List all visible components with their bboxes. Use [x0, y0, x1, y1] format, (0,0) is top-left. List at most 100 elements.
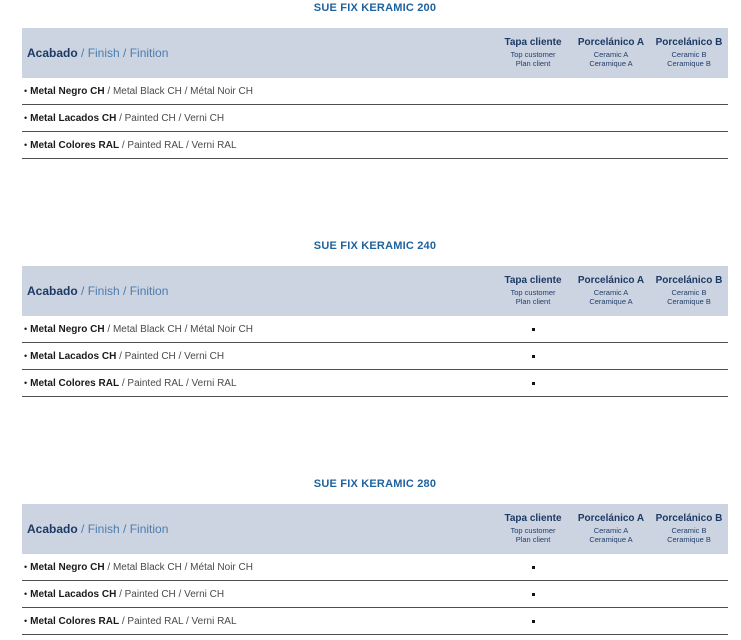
table-header-row: Acabado / Finish / Finition Tapa cliente… — [22, 28, 728, 78]
table-row: • Metal Lacados CH / Painted CH / Verni C… — [22, 581, 728, 608]
bullet-icon: • — [24, 85, 28, 96]
table-row: • Metal Colores RAL / Painted RAL / Verni… — [22, 370, 728, 397]
row-label-translations: / Painted RAL / Verni RAL — [119, 139, 237, 151]
availability-cell — [650, 382, 728, 385]
column-main-label: Porcelánico B — [655, 275, 723, 287]
availability-cell — [572, 382, 650, 385]
column-main-label: Tapa cliente — [504, 275, 562, 287]
row-label-bold: Metal Colores RAL — [30, 615, 120, 627]
product-table-keramic-280: SUE FIX KERAMIC 280 Acabado / Finish / F… — [22, 478, 728, 635]
availability-cell — [650, 328, 728, 331]
bullet-icon: • — [24, 561, 28, 572]
availability-cell — [572, 90, 650, 93]
column-main-label: Porcelánico B — [655, 513, 723, 525]
availability-cell — [494, 117, 572, 120]
finish-label-primary: Acabado — [27, 284, 78, 298]
table-title: SUE FIX KERAMIC 200 — [313, 2, 437, 14]
table-title: SUE FIX KERAMIC 240 — [313, 240, 437, 252]
availability-cell — [494, 144, 572, 147]
column-header-tapa-cliente: Tapa cliente Top customer Plan client — [494, 37, 572, 68]
finish-label-primary: Acabado — [27, 522, 78, 536]
row-label-bold: Metal Colores RAL — [30, 139, 120, 151]
table-row: • Metal Lacados CH / Painted CH / Verni C… — [22, 105, 728, 132]
column-sub-label: Top customer — [510, 525, 556, 535]
bullet-icon: • — [24, 112, 28, 123]
availability-cell — [494, 381, 572, 385]
availability-cell — [650, 355, 728, 358]
availability-cell — [572, 620, 650, 623]
row-label: • Metal Lacados CH / Painted CH / Verni C… — [22, 589, 494, 600]
column-sub-label: Ceramique A — [589, 297, 633, 307]
row-label-translations: / Metal Black CH / Métal Noir CH — [104, 561, 253, 573]
row-label: • Metal Colores RAL / Painted RAL / Verni… — [22, 616, 494, 627]
availability-cell — [650, 144, 728, 147]
availability-cell — [650, 593, 728, 596]
column-sub-label: Top customer — [510, 49, 556, 59]
column-main-label: Tapa cliente — [504, 513, 562, 525]
row-label-bold: Metal Negro CH — [30, 323, 105, 335]
row-label-translations: / Painted RAL / Verni RAL — [119, 377, 237, 389]
table-header-row: Acabado / Finish / Finition Tapa cliente… — [22, 504, 728, 554]
column-sub-label: Ceramic B — [671, 287, 707, 297]
availability-cell — [650, 117, 728, 120]
table-header-row: Acabado / Finish / Finition Tapa cliente… — [22, 266, 728, 316]
column-header-porcelanico-b: Porcelánico B Ceramic B Ceramique B — [650, 513, 728, 544]
row-label-translations: / Metal Black CH / Métal Noir CH — [104, 323, 253, 335]
finish-column-header: Acabado / Finish / Finition — [22, 284, 494, 298]
finish-label-primary: Acabado — [27, 46, 78, 60]
column-header-tapa-cliente: Tapa cliente Top customer Plan client — [494, 275, 572, 306]
availability-cell — [572, 144, 650, 147]
column-header-porcelanico-b: Porcelánico B Ceramic B Ceramique B — [650, 37, 728, 68]
column-sub-label: Ceramique B — [667, 297, 711, 307]
row-label: • Metal Colores RAL / Painted RAL / Verni… — [22, 378, 494, 389]
column-header-porcelanico-a: Porcelánico A Ceramic A Ceramique A — [572, 37, 650, 68]
bullet-icon: • — [24, 323, 28, 334]
row-label-translations: / Painted CH / Verni CH — [116, 588, 225, 600]
column-header-porcelanico-b: Porcelánico B Ceramic B Ceramique B — [650, 275, 728, 306]
availability-dot — [531, 619, 535, 623]
row-label-translations: / Painted RAL / Verni RAL — [119, 615, 237, 627]
table-row: • Metal Negro CH / Metal Black CH / Métal… — [22, 78, 728, 105]
column-sub-label: Ceramique A — [589, 535, 633, 545]
row-label: • Metal Colores RAL / Painted RAL / Verni… — [22, 140, 494, 151]
row-label-translations: / Painted CH / Verni CH — [116, 112, 225, 124]
availability-dot — [531, 565, 535, 569]
column-sub-label: Top customer — [510, 287, 556, 297]
bullet-icon: • — [24, 350, 28, 361]
column-sub-label: Ceramic B — [671, 49, 707, 59]
row-label-bold: Metal Lacados CH — [30, 588, 117, 600]
column-sub-label: Ceramique B — [667, 535, 711, 545]
table-row: • Metal Colores RAL / Painted RAL / Verni… — [22, 132, 728, 159]
column-main-label: Porcelánico A — [577, 513, 645, 525]
bullet-icon: • — [24, 377, 28, 388]
table-row: • Metal Negro CH / Metal Black CH / Métal… — [22, 554, 728, 581]
row-label-bold: Metal Negro CH — [30, 85, 105, 97]
column-sub-label: Ceramic A — [593, 525, 629, 535]
row-label-translations: / Metal Black CH / Métal Noir CH — [104, 85, 253, 97]
column-sub-label: Ceramique A — [589, 59, 633, 69]
availability-dot — [531, 381, 535, 385]
column-sub-label: Ceramic B — [671, 525, 707, 535]
product-table-keramic-240: SUE FIX KERAMIC 240 Acabado / Finish / F… — [22, 240, 728, 397]
row-label-translations: / Painted CH / Verni CH — [116, 350, 225, 362]
column-main-label: Porcelánico B — [655, 37, 723, 49]
row-label: • Metal Lacados CH / Painted CH / Verni C… — [22, 351, 494, 362]
availability-cell — [572, 355, 650, 358]
product-table-keramic-200: SUE FIX KERAMIC 200 Acabado / Finish / F… — [22, 2, 728, 159]
availability-cell — [650, 566, 728, 569]
column-sub-label: Plan client — [515, 297, 551, 307]
row-label: • Metal Lacados CH / Painted CH / Verni C… — [22, 113, 494, 124]
availability-cell — [494, 327, 572, 331]
finish-column-header: Acabado / Finish / Finition — [22, 46, 494, 60]
bullet-icon: • — [24, 139, 28, 150]
row-label-bold: Metal Lacados CH — [30, 350, 117, 362]
row-label: • Metal Negro CH / Metal Black CH / Métal… — [22, 562, 494, 573]
finish-label-translations: / Finish / Finition — [77, 46, 169, 60]
availability-cell — [572, 593, 650, 596]
availability-cell — [572, 566, 650, 569]
column-sub-label: Plan client — [515, 59, 551, 69]
row-label: • Metal Negro CH / Metal Black CH / Métal… — [22, 324, 494, 335]
column-sub-label: Ceramic A — [593, 287, 629, 297]
finish-label-translations: / Finish / Finition — [77, 284, 169, 298]
availability-dot — [531, 354, 535, 358]
